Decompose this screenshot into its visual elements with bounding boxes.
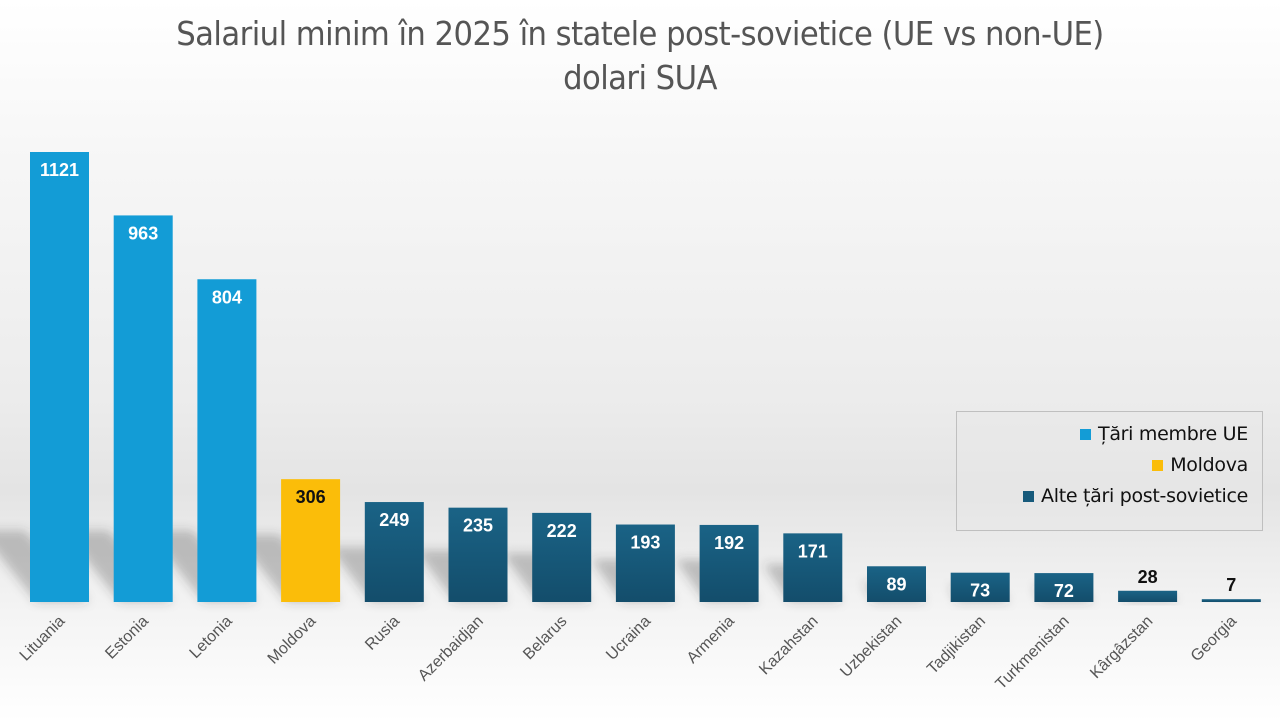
legend-label-moldova: Moldova [1170,454,1248,476]
category-label: Kârgâzstan [1087,613,1156,682]
category-label: Uzbekistan [837,613,905,681]
bar-kazahstan [783,533,843,602]
category-label: Estonia [102,613,152,663]
bar-georgia [1201,599,1261,602]
bar-rusia [364,502,424,602]
value-label: 89 [886,574,906,594]
bar-armenia [699,524,759,602]
value-labels: 1121 963 804 306 249 235 222 193 192 171 89 73 72 28 7 [40,160,1236,601]
value-label: 804 [212,287,242,307]
category-label: Georgia [1188,613,1240,665]
category-label: Ucraina [603,613,654,664]
legend-item-eu: Țări membre UE [1080,421,1248,447]
legend-label-other: Alte țări post-sovietice [1041,485,1248,507]
value-label: 7 [1226,575,1236,595]
category-label: Letonia [187,613,236,662]
category-label: Tadjikistan [924,613,989,678]
value-label: 72 [1054,581,1074,601]
legend-swatch-eu [1080,428,1092,440]
category-label: Armenia [684,613,738,667]
legend-swatch-moldova [1152,459,1164,471]
value-label: 235 [463,516,493,536]
bar-kârgâzstan [1118,590,1178,602]
value-label: 222 [547,521,577,541]
bar-lituania [30,152,89,602]
value-label: 73 [970,581,990,601]
legend: Țări membre UE Moldova Alte țări post-so… [956,411,1263,531]
category-label: Azerbaidjan [415,613,487,685]
bar-ucraina [615,524,675,602]
legend-label-eu: Țări membre UE [1098,423,1248,445]
legend-item-moldova: Moldova [1152,452,1248,478]
bar-turkmenistan [1034,573,1094,602]
value-label: 171 [798,541,828,561]
value-label: 306 [296,487,326,507]
chart-title: Salariul minim în 2025 în statele post-s… [176,14,1104,53]
value-label: 249 [379,510,409,530]
bar-belarus [532,512,592,602]
chart-subtitle: dolari SUA [563,58,717,97]
bar-moldova [281,479,341,602]
bar-uzbekistan [867,566,926,602]
chart-title-block: Salariul minim în 2025 în statele post-s… [45,12,1235,100]
value-label: 28 [1138,567,1158,587]
bar-azerbaidjan [448,507,508,602]
legend-swatch-other [1023,490,1035,502]
category-label: Kazahstan [756,613,821,678]
value-label: 1121 [40,160,79,180]
value-label: 963 [128,223,158,243]
category-label: Moldova [265,613,320,668]
category-label: Belarus [520,613,570,663]
category-labels: Lituania Estonia Letonia Moldova Rusia Azerba… [17,613,1241,693]
value-label: 192 [714,533,744,553]
category-label: Rusia [362,613,403,654]
category-label: Lituania [17,613,69,665]
value-label: 193 [630,533,660,553]
category-label: Turkmenistan [993,613,1073,693]
bar-tadjikistan [950,572,1010,602]
bar-estonia [113,215,173,602]
bar-letonia [197,279,257,602]
bars [30,152,1261,602]
legend-item-other: Alte țări post-sovietice [1023,483,1248,509]
